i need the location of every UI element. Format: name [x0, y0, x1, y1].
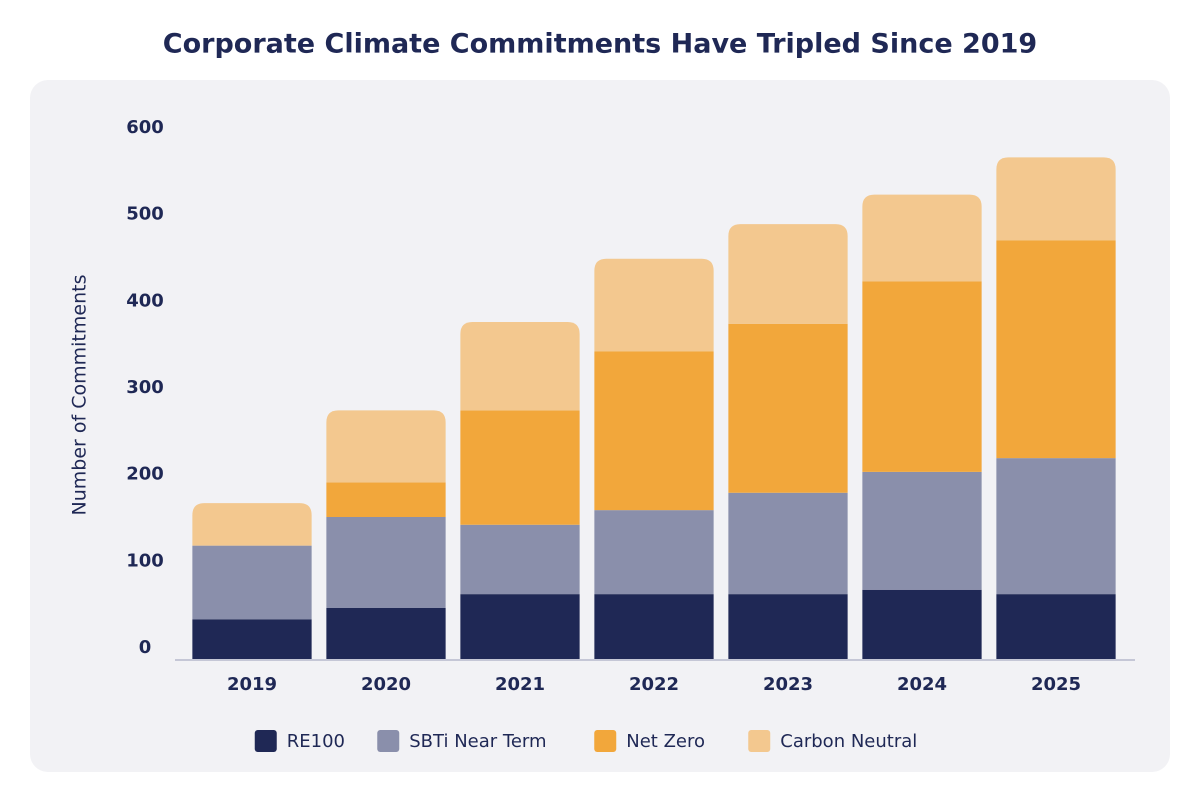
bar-segment — [594, 510, 714, 595]
chart-title: Corporate Climate Commitments Have Tripl… — [163, 29, 1037, 60]
bar-segment — [862, 589, 982, 660]
legend-swatch — [748, 730, 771, 752]
bar-segment — [326, 517, 446, 608]
x-tick-label: 2022 — [629, 674, 679, 695]
bar-segment — [728, 594, 848, 660]
bar-segment — [326, 410, 446, 483]
y-tick-label: 400 — [126, 290, 164, 311]
y-tick-label: 200 — [126, 464, 164, 485]
bar-segment — [594, 258, 714, 352]
bar-segment — [996, 240, 1116, 459]
x-tick-label: 2019 — [227, 674, 277, 695]
y-tick-label: 300 — [126, 377, 164, 398]
bar-segment — [996, 157, 1116, 241]
y-tick-label: 600 — [126, 117, 164, 138]
legend-label: Net Zero — [626, 731, 705, 752]
x-tick-label: 2025 — [1031, 674, 1081, 695]
bar-segment — [326, 608, 446, 660]
x-tick-label: 2024 — [897, 674, 947, 695]
bar-segment — [192, 503, 312, 546]
bar-segment — [192, 619, 312, 660]
legend-label: Carbon Neutral — [780, 731, 917, 752]
bar-segment — [594, 351, 714, 511]
y-tick-label: 100 — [126, 550, 164, 571]
bar-segment — [460, 594, 580, 660]
legend-label: RE100 — [287, 731, 345, 752]
bar-segment — [460, 524, 580, 595]
bar-segment — [326, 482, 446, 517]
bar-segment — [996, 458, 1116, 595]
legend-swatch — [254, 730, 277, 752]
y-tick-label: 500 — [126, 204, 164, 225]
legend-swatch — [594, 730, 617, 752]
bar-segment — [594, 594, 714, 660]
bar-segment — [728, 224, 848, 324]
bar-segment — [192, 545, 312, 620]
bar-segment — [460, 410, 580, 525]
bar-segment — [728, 323, 848, 493]
legend-label: SBTi Near Term — [409, 731, 546, 752]
bar-segment — [862, 471, 982, 590]
x-tick-label: 2021 — [495, 674, 545, 695]
bar-segment — [862, 281, 982, 472]
bar-segment — [728, 492, 848, 595]
y-axis-title: Number of Commitments — [69, 275, 91, 516]
bar-segment — [460, 322, 580, 411]
y-tick-label: 0 — [139, 637, 152, 658]
legend-swatch — [377, 730, 400, 752]
x-tick-label: 2023 — [763, 674, 813, 695]
bar-segment — [996, 594, 1116, 660]
x-tick-label: 2020 — [361, 674, 411, 695]
bar-segment — [862, 194, 982, 282]
